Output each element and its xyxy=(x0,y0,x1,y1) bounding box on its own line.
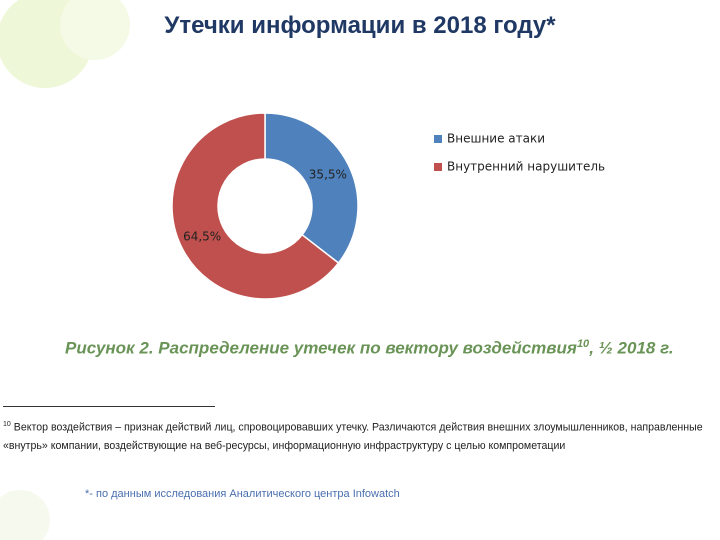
decor-circle xyxy=(60,0,130,60)
source-note: *- по данным исследования Аналитического… xyxy=(85,488,400,500)
decor-circle xyxy=(0,490,50,540)
caption-text: Рисунок 2. Распределение утечек по векто… xyxy=(65,338,577,358)
value-label: 35,5% xyxy=(309,168,347,182)
slide-title: Утечки информации в 2018 году* xyxy=(164,12,556,39)
legend-swatch xyxy=(434,163,442,171)
donut-slice xyxy=(264,112,359,265)
legend-label: Внешние атаки xyxy=(447,132,545,146)
donut-slice xyxy=(171,112,340,300)
footnote-rule xyxy=(3,406,215,407)
figure-caption: Рисунок 2. Распределение утечек по векто… xyxy=(65,338,674,359)
footnote: 10 Вектор воздействия – признак действий … xyxy=(3,416,717,455)
background-decoration xyxy=(0,0,130,540)
footnote-number: 10 xyxy=(3,421,11,428)
value-label: 64,5% xyxy=(183,229,221,243)
caption-sup: 10 xyxy=(576,338,590,350)
legend-label: Внутренний нарушитель xyxy=(447,160,605,174)
footnote-text: Вектор воздействия – признак действий ли… xyxy=(3,421,703,452)
legend-swatch xyxy=(434,135,442,143)
caption-suffix: , ½ 2018 г. xyxy=(589,338,674,358)
